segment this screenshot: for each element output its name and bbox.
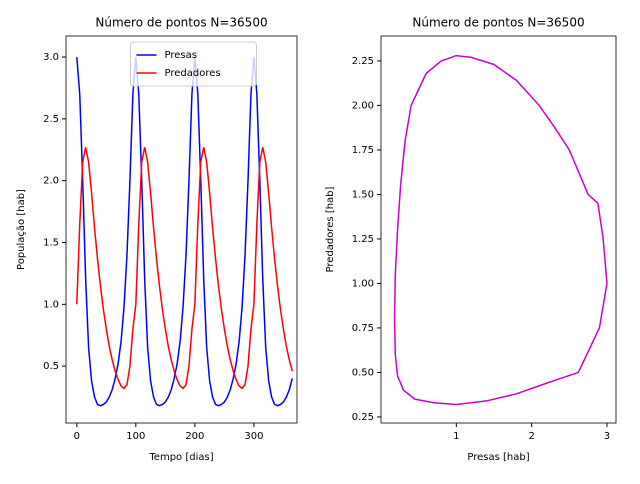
y-tick-label: 0.50 <box>352 367 374 378</box>
y-tick-label: 1.0 <box>43 299 59 310</box>
y-tick-label: 1.25 <box>352 234 374 245</box>
chart-title: Número de pontos N=36500 <box>412 16 584 30</box>
y-tick-label: 0.75 <box>352 323 374 334</box>
x-tick-label: 0 <box>74 431 80 442</box>
x-tick-label: 3 <box>604 431 610 442</box>
y-tick-label: 2.00 <box>352 100 374 111</box>
y-tick-label: 1.75 <box>352 145 374 156</box>
series-line <box>393 54 608 406</box>
axes-frame <box>65 35 298 424</box>
x-tick-label: 200 <box>185 431 204 442</box>
axes-frame <box>380 35 617 424</box>
x-tick-label: 1 <box>453 431 459 442</box>
x-axis-label: Presas [hab] <box>467 452 529 463</box>
y-tick-label: 2.5 <box>43 114 59 125</box>
x-tick-label: 2 <box>528 431 534 442</box>
y-tick-label: 3.0 <box>43 52 59 63</box>
legend-label: Presas <box>165 50 197 61</box>
y-tick-label: 2.25 <box>352 56 374 67</box>
legend-label: Predadores <box>165 68 221 79</box>
series-line <box>76 56 294 407</box>
y-axis-label: População [hab] <box>16 189 27 270</box>
y-tick-label: 2.0 <box>43 176 59 187</box>
x-axis-label: Tempo [dias] <box>148 452 213 463</box>
y-tick-label: 0.5 <box>43 361 59 372</box>
y-axis-label: Predadores [hab] <box>325 186 336 272</box>
series-line <box>76 147 294 390</box>
y-tick-label: 1.00 <box>352 278 374 289</box>
chart-title: Número de pontos N=36500 <box>95 16 267 30</box>
y-tick-label: 0.25 <box>352 412 374 423</box>
y-tick-label: 1.50 <box>352 189 374 200</box>
x-tick-label: 300 <box>244 431 263 442</box>
legend-box <box>130 41 257 87</box>
y-tick-label: 1.5 <box>43 237 59 248</box>
x-tick-label: 100 <box>126 431 145 442</box>
